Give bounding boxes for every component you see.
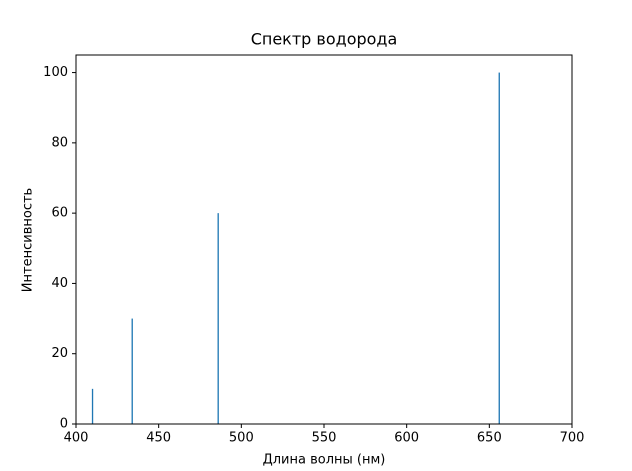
bar — [217, 213, 219, 424]
x-tick-label: 650 — [477, 431, 502, 446]
y-tick-label: 40 — [51, 276, 68, 291]
bar — [498, 72, 500, 425]
y-tick-label: 20 — [51, 346, 68, 361]
y-tick-label: 60 — [51, 206, 68, 221]
x-axis-label: Длина волны (нм) — [263, 453, 386, 468]
y-axis-label: Интенсивность — [21, 188, 36, 292]
x-tick-label: 700 — [560, 431, 585, 446]
y-tick-label: 80 — [51, 135, 68, 150]
x-tick-label: 600 — [394, 431, 419, 446]
y-tick-label: 0 — [60, 417, 68, 432]
x-tick-label: 500 — [229, 431, 254, 446]
chart-title: Спектр водорода — [251, 30, 398, 49]
bar — [91, 388, 94, 424]
x-tick-label: 400 — [64, 431, 89, 446]
x-tick-label: 550 — [312, 431, 337, 446]
y-tick-label: 100 — [43, 65, 68, 80]
bar — [131, 318, 133, 424]
plot-frame — [75, 54, 573, 425]
x-tick-label: 450 — [146, 431, 171, 446]
